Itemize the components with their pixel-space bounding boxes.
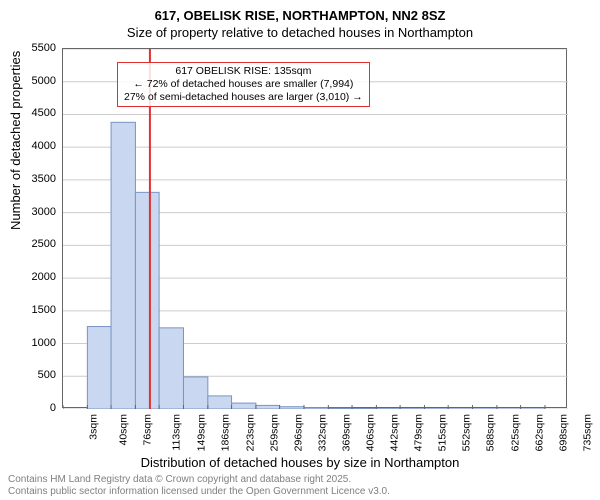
y-tick-label: 5500 [16,42,56,54]
callout-line-1: 617 OBELISK RISE: 135sqm [124,65,363,78]
x-tick-label: 662sqm [533,414,545,451]
x-tick-label: 149sqm [195,414,207,451]
x-tick-label: 442sqm [388,414,400,451]
plot-area: 0500100015002000250030003500400045005000… [62,48,567,408]
x-tick-label: 406sqm [365,414,377,451]
x-tick-label: 515sqm [436,414,448,451]
footer-line-2: Contains public sector information licen… [8,486,390,498]
y-tick-label: 500 [16,369,56,381]
x-tick-label: 332sqm [316,414,328,451]
x-tick-label: 296sqm [292,414,304,451]
x-tick-label: 552sqm [461,414,473,451]
y-tick-label: 3500 [16,173,56,185]
x-tick-label: 479sqm [413,414,425,451]
chart-container: 617, OBELISK RISE, NORTHAMPTON, NN2 8SZ … [0,0,600,500]
chart-title: 617, OBELISK RISE, NORTHAMPTON, NN2 8SZ [0,0,600,25]
x-axis-label: Distribution of detached houses by size … [0,455,600,470]
attribution-footer: Contains HM Land Registry data © Crown c… [8,474,390,498]
x-tick-label: 625sqm [509,414,521,451]
y-tick-label: 2500 [16,238,56,250]
x-tick-label: 259sqm [268,414,280,451]
callout-line-3: 27% of semi-detached houses are larger (… [124,91,363,104]
footer-line-1: Contains HM Land Registry data © Crown c… [8,474,390,486]
y-tick-label: 1500 [16,304,56,316]
x-tick-label: 735sqm [581,414,593,451]
x-tick-label: 223sqm [244,414,256,451]
property-callout: 617 OBELISK RISE: 135sqm ← 72% of detach… [117,62,370,107]
x-tick-label: 186sqm [220,414,232,451]
chart-subtitle: Size of property relative to detached ho… [0,25,600,42]
y-tick-label: 5000 [16,75,56,87]
x-tick-label: 698sqm [557,414,569,451]
y-tick-label: 3000 [16,206,56,218]
x-tick-label: 3sqm [88,414,100,440]
x-tick-label: 369sqm [340,414,352,451]
y-tick-label: 1000 [16,337,56,349]
x-tick-label: 113sqm [171,414,183,451]
y-tick-label: 4000 [16,140,56,152]
x-tick-label: 588sqm [485,414,497,451]
x-tick-label: 40sqm [118,414,130,446]
x-tick-label: 76sqm [142,414,154,446]
y-tick-label: 4500 [16,107,56,119]
callout-line-2: ← 72% of detached houses are smaller (7,… [124,78,363,91]
y-tick-label: 2000 [16,271,56,283]
y-tick-label: 0 [16,402,56,414]
